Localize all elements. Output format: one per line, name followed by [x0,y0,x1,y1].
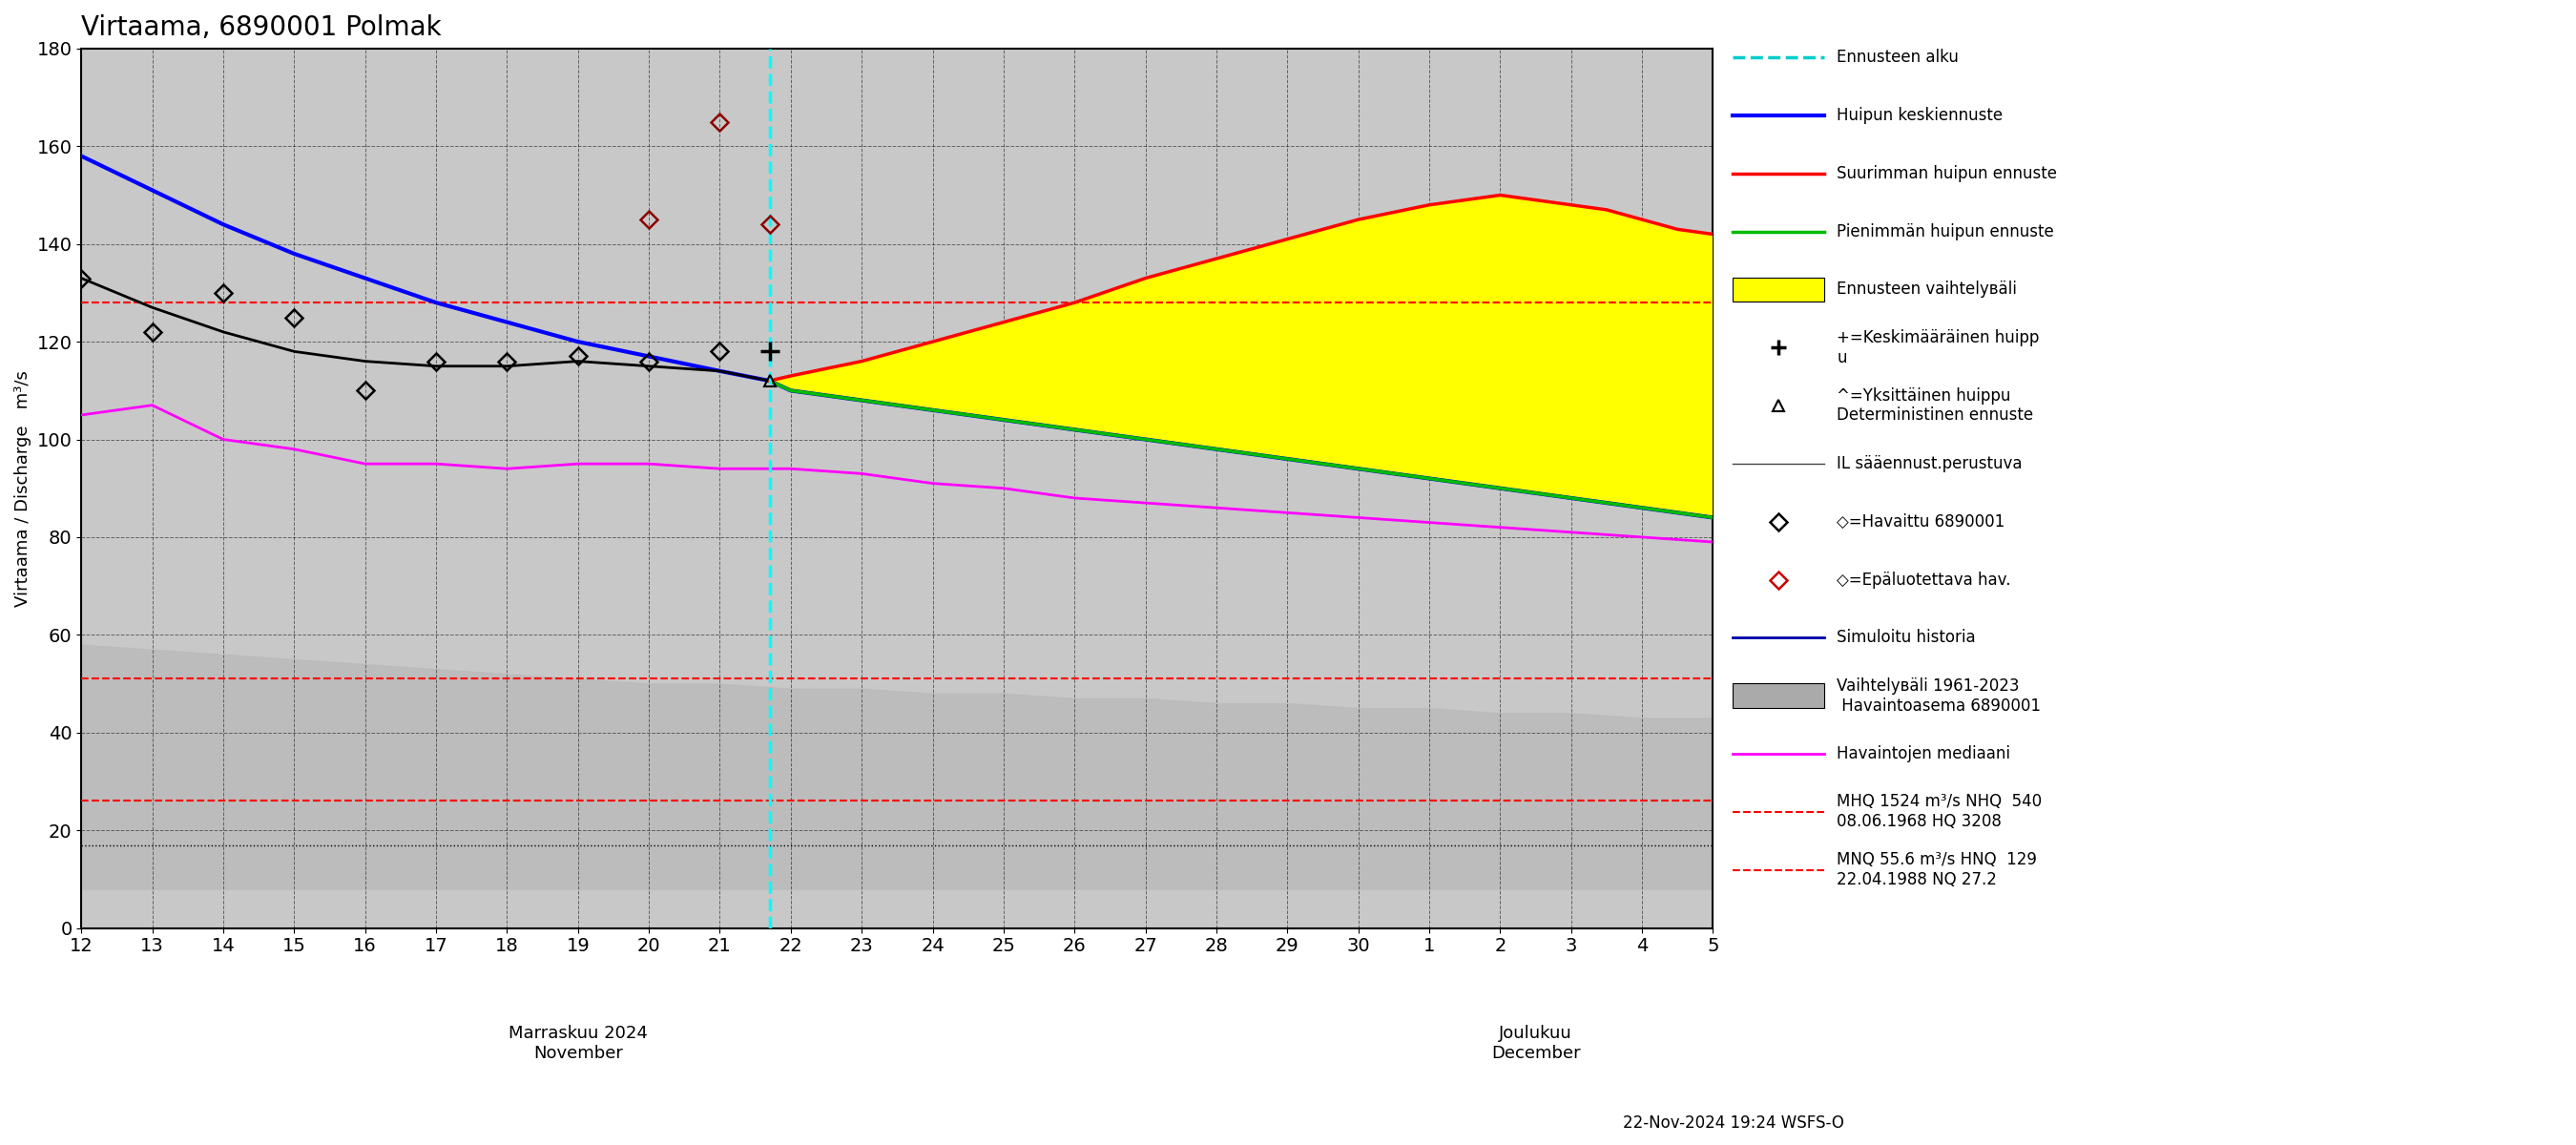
Text: Ennusteen vaihtelувäli: Ennusteen vaihtelувäli [1837,281,2017,298]
Text: IL sääennust.perustuva: IL sääennust.perustuva [1837,455,2022,472]
Text: MNQ 55.6 m³/s HNQ  129
22.04.1988 NQ 27.2: MNQ 55.6 m³/s HNQ 129 22.04.1988 NQ 27.2 [1837,852,2038,889]
Text: Vaihtelувäli 1961-2023
 Havaintoasema 6890001: Vaihtelувäli 1961-2023 Havaintoasema 689… [1837,678,2040,714]
Text: Suurimman huipun ennuste: Suurimman huipun ennuste [1837,165,2058,182]
Text: +=Keskimääräinen huipp
u: +=Keskimääräinen huipp u [1837,329,2040,366]
Text: Simuloitu historia: Simuloitu historia [1837,630,1976,647]
Bar [1734,277,1824,302]
Text: MHQ 1524 m³/s NHQ  540
08.06.1968 HQ 3208: MHQ 1524 m³/s NHQ 540 08.06.1968 HQ 3208 [1837,793,2043,830]
Text: Marraskuu 2024
November: Marraskuu 2024 November [507,1025,647,1061]
Text: Huipun keskiennuste: Huipun keskiennuste [1837,106,2004,124]
Bar [1734,684,1824,708]
Text: ◇=Havaittu 6890001: ◇=Havaittu 6890001 [1837,513,2004,530]
Polygon shape [770,195,1713,518]
Text: ◇=Epäluotettava hav.: ◇=Epäluotettava hav. [1837,571,2012,589]
Text: ^=Yksittäinen huippu
Deterministinen ennuste: ^=Yksittäinen huippu Deterministinen enn… [1837,387,2032,424]
Text: Virtaama, 6890001 Polmak: Virtaama, 6890001 Polmak [82,14,440,41]
Text: Joulukuu
December: Joulukuu December [1492,1025,1579,1061]
Text: Havaintojen mediaani: Havaintojen mediaani [1837,745,2012,763]
Text: Pienimmän huipun ennuste: Pienimmän huipun ennuste [1837,223,2053,240]
Text: 22-Nov-2024 19:24 WSFS-O: 22-Nov-2024 19:24 WSFS-O [1623,1114,1844,1131]
Text: Ennusteen alku: Ennusteen alku [1837,49,1958,66]
Y-axis label: Virtaama / Discharge   m³/s: Virtaama / Discharge m³/s [15,370,31,607]
